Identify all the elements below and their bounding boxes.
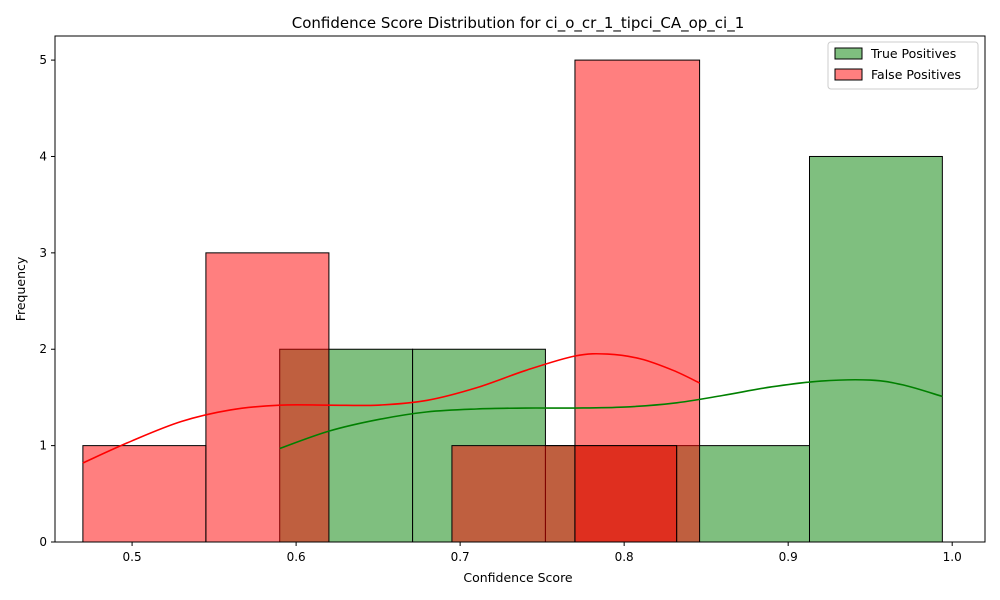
x-tick-label: 1.0 <box>943 550 962 564</box>
histogram-bar <box>574 445 678 543</box>
histogram-bar <box>82 445 207 543</box>
legend-label: True Positives <box>870 46 956 61</box>
axes: 0.5 0.6 0.7 0.8 0.9 1.0 0 1 2 3 4 5 <box>39 35 986 564</box>
x-tick-label: 0.7 <box>451 550 470 564</box>
x-tick-label: 0.6 <box>287 550 306 564</box>
y-tick-label: 2 <box>39 342 47 356</box>
y-tick-label: 5 <box>39 53 47 67</box>
y-tick-label: 1 <box>39 439 47 453</box>
kde-curves <box>82 352 943 464</box>
legend-label: False Positives <box>871 67 961 82</box>
histogram-bar <box>451 445 576 543</box>
x-tick-label: 0.9 <box>779 550 798 564</box>
histogram-bars <box>82 59 943 543</box>
y-tick-label: 3 <box>39 246 47 260</box>
y-tick-label: 4 <box>39 149 47 163</box>
kde-line-true-positives <box>279 379 943 450</box>
histogram-bar <box>205 252 330 543</box>
legend-swatch <box>834 68 863 81</box>
histogram-bar <box>808 155 943 543</box>
kde-line-false-positives <box>82 352 700 464</box>
x-tick-label: 0.5 <box>123 550 142 564</box>
x-tick-label: 0.8 <box>615 550 634 564</box>
chart-title: Confidence Score Distribution for ci_o_c… <box>292 14 744 33</box>
legend-frame <box>827 41 979 90</box>
series-false-positives <box>82 59 701 543</box>
plot-frame <box>54 35 986 543</box>
x-axis-label: Confidence Score <box>463 570 573 585</box>
y-tick-label: 0 <box>39 535 47 549</box>
y-axis-label: Frequency <box>13 256 28 321</box>
legend-swatch <box>834 47 863 60</box>
legend: True Positives False Positives <box>827 41 979 90</box>
